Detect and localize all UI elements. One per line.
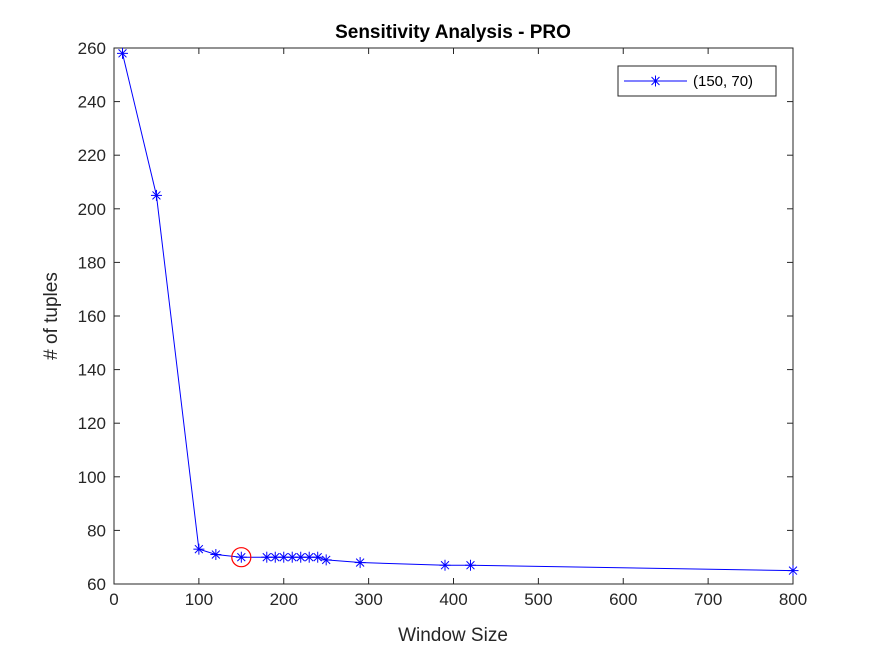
marker-stroke xyxy=(304,552,314,562)
marker-stroke xyxy=(321,555,331,565)
data-point xyxy=(116,47,128,59)
legend-marker-asterisk xyxy=(650,75,661,87)
y-tick-label: 260 xyxy=(78,39,106,58)
data-point xyxy=(210,549,222,561)
y-tick-label: 60 xyxy=(87,575,106,594)
series-layer xyxy=(116,47,799,577)
data-point xyxy=(787,565,799,577)
x-tick-label: 0 xyxy=(109,590,118,609)
x-tick-label: 100 xyxy=(185,590,213,609)
data-point xyxy=(295,551,307,563)
data-point xyxy=(312,551,324,563)
data-point xyxy=(320,554,332,566)
chart-title: Sensitivity Analysis - PRO xyxy=(335,22,571,43)
x-tick-label: 500 xyxy=(524,590,552,609)
y-tick-label: 120 xyxy=(78,414,106,433)
data-point xyxy=(464,559,476,571)
y-tick-label: 180 xyxy=(78,253,106,272)
y-tick-label: 200 xyxy=(78,200,106,219)
y-axis-label: # of tuples xyxy=(41,272,62,360)
marker-stroke xyxy=(194,544,204,554)
data-point xyxy=(235,551,247,563)
marker-stroke xyxy=(279,552,289,562)
marker-stroke xyxy=(788,566,798,575)
marker-stroke xyxy=(287,552,297,562)
data-point xyxy=(193,543,205,555)
legend: (150, 70) xyxy=(617,65,777,97)
data-point xyxy=(354,557,366,569)
legend-marker xyxy=(650,75,661,87)
x-tick-label: 700 xyxy=(694,590,722,609)
y-tick-label: 80 xyxy=(87,521,106,540)
x-tick-label: 200 xyxy=(270,590,298,609)
marker-stroke xyxy=(651,76,660,86)
x-tick-label: 800 xyxy=(779,590,807,609)
marker-stroke xyxy=(355,558,365,567)
plot-area xyxy=(114,48,793,584)
x-tick-label: 300 xyxy=(354,590,382,609)
marker-stroke xyxy=(262,552,272,562)
plot-frame xyxy=(113,47,794,585)
highlight-circle xyxy=(231,547,252,568)
marker-stroke xyxy=(313,552,323,562)
legend-entry-label: (150, 70) xyxy=(693,73,753,90)
marker-stroke xyxy=(152,191,161,200)
x-axis-label: Window Size xyxy=(398,625,508,646)
marker-stroke xyxy=(236,552,246,562)
y-tick-label: 100 xyxy=(78,468,106,487)
marker-stroke xyxy=(466,560,475,570)
data-point xyxy=(439,559,451,571)
marker-stroke xyxy=(440,560,450,570)
x-tick-label: 400 xyxy=(439,590,467,609)
y-tick-label: 140 xyxy=(78,361,106,380)
marker-stroke xyxy=(211,550,221,559)
marker-stroke xyxy=(270,552,280,562)
x-tick-label: 600 xyxy=(609,590,637,609)
y-tick-label: 220 xyxy=(78,146,106,165)
tick-layer: 0 100 200 300 400 500 600 700 800 60 80 100 120 140 16… xyxy=(78,39,808,609)
y-tick-label: 240 xyxy=(78,93,106,112)
data-point xyxy=(150,189,162,201)
marker-stroke xyxy=(296,552,306,562)
y-tick-label: 160 xyxy=(78,307,106,326)
marker-stroke xyxy=(118,49,127,58)
